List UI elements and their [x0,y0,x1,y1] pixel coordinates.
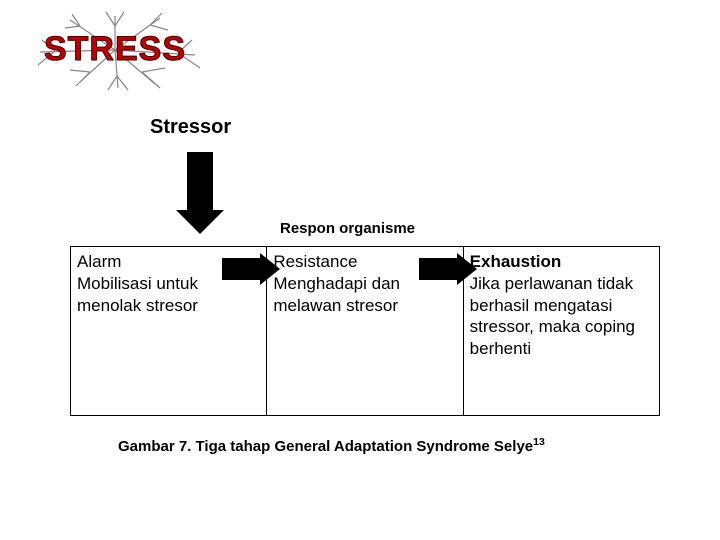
stage-exhaustion-title: Exhaustion [470,251,653,273]
stress-logo-svg: STRESS [10,10,220,90]
arrow-right-icon [419,251,479,287]
arrow-right-icon [222,251,282,287]
stage-exhaustion-body: Jika perlawanan tidak berhasil mengatasi… [470,273,653,360]
flow-row: Alarm Mobilisasi untuk menolak stresor R… [70,246,660,416]
stage-exhaustion: Exhaustion Jika perlawanan tidak berhasi… [464,247,659,415]
respon-organisme-label: Respon organisme [280,220,415,237]
figure-caption-sup: 13 [533,436,545,448]
stage-alarm: Alarm Mobilisasi untuk menolak stresor [71,247,267,415]
stress-logo: STRESS [10,10,220,90]
figure-caption-text: Gambar 7. Tiga tahap General Adaptation … [118,438,533,455]
down-arrow-path [176,152,224,234]
stage-resistance: Resistance Menghadapi dan melawan streso… [267,247,463,415]
figure-caption: Gambar 7. Tiga tahap General Adaptation … [118,436,545,455]
down-arrow-icon [170,152,230,242]
stress-logo-text: STRESS [44,30,186,68]
stressor-label: Stressor [150,116,231,139]
